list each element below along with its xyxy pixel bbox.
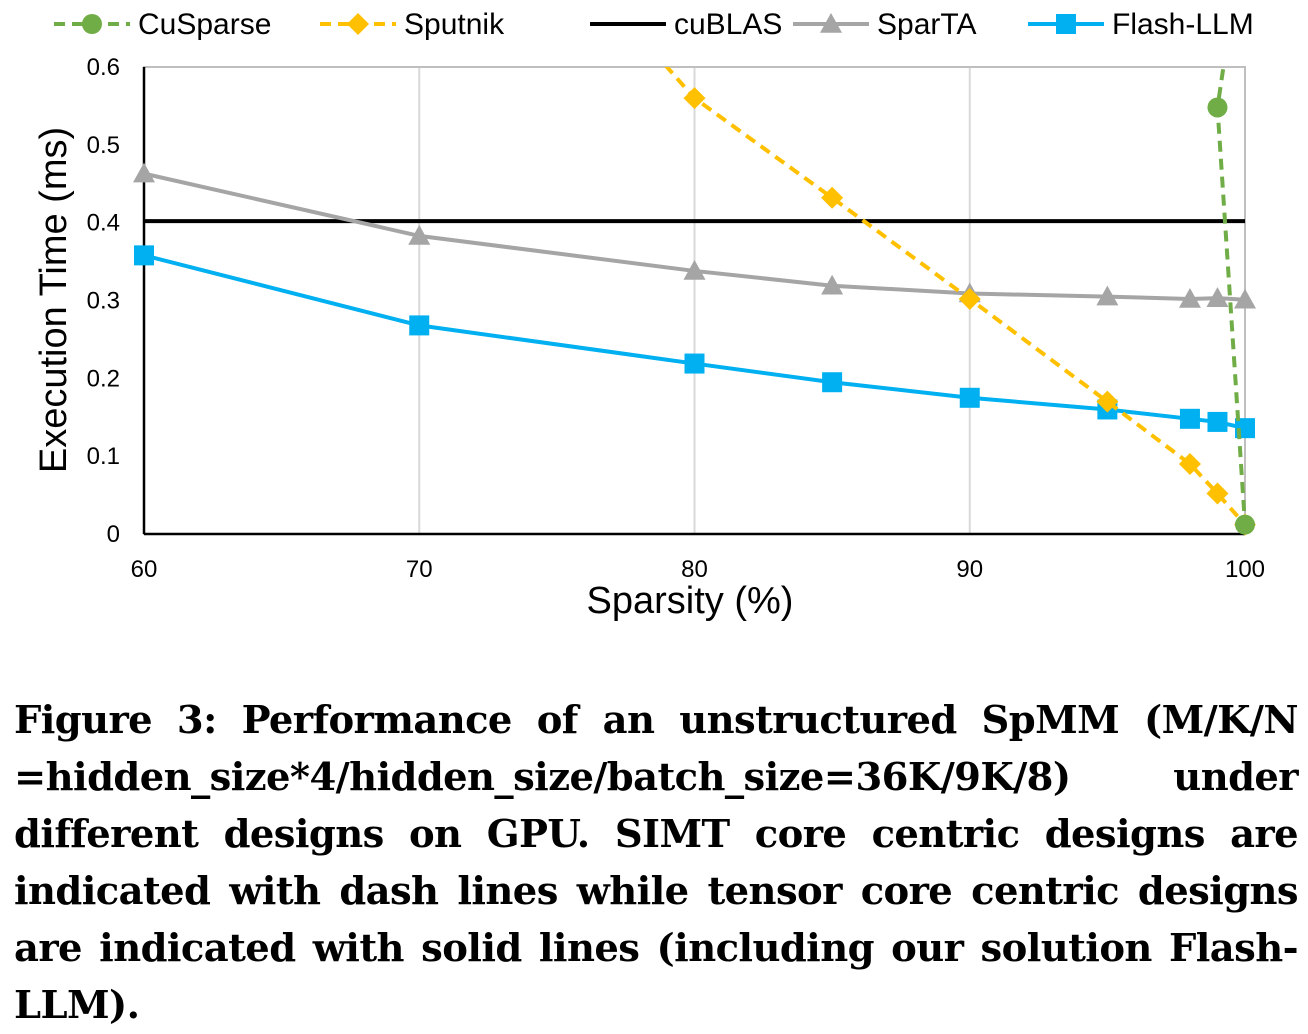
legend-label-flash-llm: Flash-LLM	[1112, 8, 1254, 41]
data-point-cusparse-100	[1235, 514, 1255, 535]
tick-labels: 60 70 80 90 100 0 0.1 0.2 0.3 0.4 0.5 0.6	[87, 54, 1265, 583]
data-point-sputnik-80	[683, 87, 706, 110]
execution-time-chart: CuSparse Sputnik cuBLAS SparTA Flash-LLM 60 7…	[33, 8, 1265, 622]
legend-item-cublas: cuBLAS	[590, 8, 782, 41]
data-point-sparta-80	[683, 259, 706, 280]
legend-marker-sputnik	[347, 13, 369, 35]
gridlines	[418, 67, 1246, 534]
x-tick-label-100: 100	[1225, 556, 1265, 583]
x-tick-label-70: 70	[406, 556, 433, 583]
y-tick-label-0.5: 0.5	[87, 132, 120, 159]
data-point-flash-llm-80	[684, 353, 705, 374]
y-tick-label-0.3: 0.3	[87, 288, 120, 315]
legend-item-flash-llm: Flash-LLM	[1028, 8, 1254, 41]
data-point-sputnik-85	[821, 186, 844, 209]
x-tick-label-60: 60	[131, 556, 158, 583]
data-point-sparta-100	[1234, 288, 1256, 309]
legend-label-sparta: SparTA	[877, 8, 976, 41]
legend-marker-cusparse	[82, 14, 102, 34]
x-axis-label: Sparsity (%)	[587, 580, 794, 622]
series-layer	[133, 67, 1256, 536]
data-point-flash-llm-60	[134, 245, 154, 266]
data-point-sparta-98	[1178, 287, 1201, 308]
y-tick-label-0.6: 0.6	[87, 54, 120, 81]
legend-label-cusparse: CuSparse	[138, 8, 271, 41]
data-point-sputnik-95	[1096, 390, 1119, 413]
x-tick-label-90: 90	[956, 556, 983, 583]
data-point-flash-llm-85	[822, 372, 843, 393]
legend-item-sputnik: Sputnik	[320, 8, 505, 41]
legend-marker-sparta	[820, 13, 842, 33]
data-point-cusparse-99	[1207, 97, 1228, 118]
data-point-flash-llm-90	[959, 387, 980, 408]
legend-label-cublas: cuBLAS	[674, 8, 782, 41]
data-point-sparta-70	[408, 224, 431, 245]
y-tick-label-0.4: 0.4	[87, 210, 120, 237]
data-point-sputnik-99	[1206, 482, 1229, 505]
data-point-flash-llm-99	[1207, 411, 1228, 432]
data-point-sparta-85	[821, 274, 844, 295]
data-point-flash-llm-70	[409, 315, 430, 336]
series-sputnik	[664, 67, 1256, 536]
figure-caption: Figure 3: Performance of an unstructured…	[14, 698, 1299, 1028]
data-point-sparta-60	[133, 162, 155, 183]
legend-marker-flash-llm	[1056, 14, 1076, 34]
legend-item-cusparse: CuSparse	[54, 8, 271, 41]
x-tick-label-80: 80	[681, 556, 708, 583]
data-point-sputnik-90	[958, 287, 981, 310]
data-point-sputnik-98	[1178, 452, 1201, 475]
series-flash-llm	[134, 245, 1255, 439]
legend: CuSparse Sputnik cuBLAS SparTA Flash-LLM	[54, 8, 1254, 41]
series-line-cusparse	[1215, 67, 1247, 525]
data-point-sparta-99	[1206, 287, 1229, 307]
legend-item-sparta: SparTA	[793, 8, 976, 41]
y-tick-label-0: 0	[107, 521, 120, 548]
data-point-flash-llm-98	[1179, 408, 1200, 429]
y-tick-label-0.2: 0.2	[87, 365, 120, 392]
y-tick-label-0.1: 0.1	[87, 443, 120, 470]
series-line-sputnik	[664, 67, 1247, 526]
legend-label-sputnik: Sputnik	[404, 8, 505, 41]
data-point-sparta-95	[1096, 285, 1119, 306]
series-cusparse	[1207, 67, 1255, 535]
y-axis-label: Execution Time (ms)	[33, 127, 75, 473]
